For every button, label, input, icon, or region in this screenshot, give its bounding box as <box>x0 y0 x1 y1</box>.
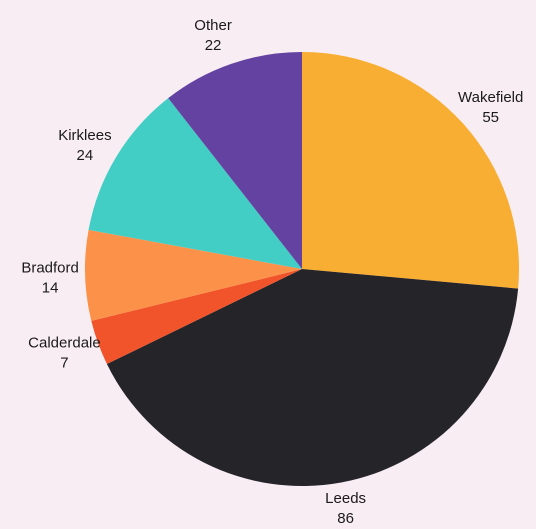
pie-label-calderdale: Calderdale 7 <box>28 334 101 371</box>
pie-label-value: 7 <box>60 354 68 371</box>
pie-label-kirklees: Kirklees 24 <box>58 127 111 164</box>
pie-label-value: 22 <box>205 37 222 54</box>
pie-label-name: Bradford <box>21 259 79 276</box>
pie-label-name: Other <box>194 17 232 34</box>
pie-label-value: 55 <box>482 109 499 126</box>
pie-label-value: 24 <box>77 147 94 164</box>
pie-label-name: Kirklees <box>58 127 111 144</box>
pie-slice-calderdale <box>91 269 302 364</box>
pie-label-value: 86 <box>337 510 354 527</box>
pie-label-other: Other 22 <box>194 17 232 54</box>
pie-label-wakefield: Wakefield 55 <box>458 89 523 126</box>
pie-slices <box>85 52 519 487</box>
pie-label-bradford: Bradford 14 <box>21 259 79 296</box>
pie-slice-bradford <box>85 229 302 321</box>
pie-label-name: Wakefield <box>458 89 523 106</box>
pie-slice-kirklees <box>88 98 303 269</box>
pie-slice-other <box>168 52 302 269</box>
pie-slice-wakefield <box>302 52 519 289</box>
pie-label-name: Calderdale <box>28 334 101 351</box>
pie-label-leeds: Leeds 86 <box>325 490 366 527</box>
pie-labels: Wakefield 55 Leeds 86 Calderdale 7 Bradford 14 K… <box>21 17 523 527</box>
pie-label-name: Leeds <box>325 490 366 507</box>
pie-label-value: 14 <box>42 279 59 296</box>
pie-slice-leeds <box>106 269 519 487</box>
